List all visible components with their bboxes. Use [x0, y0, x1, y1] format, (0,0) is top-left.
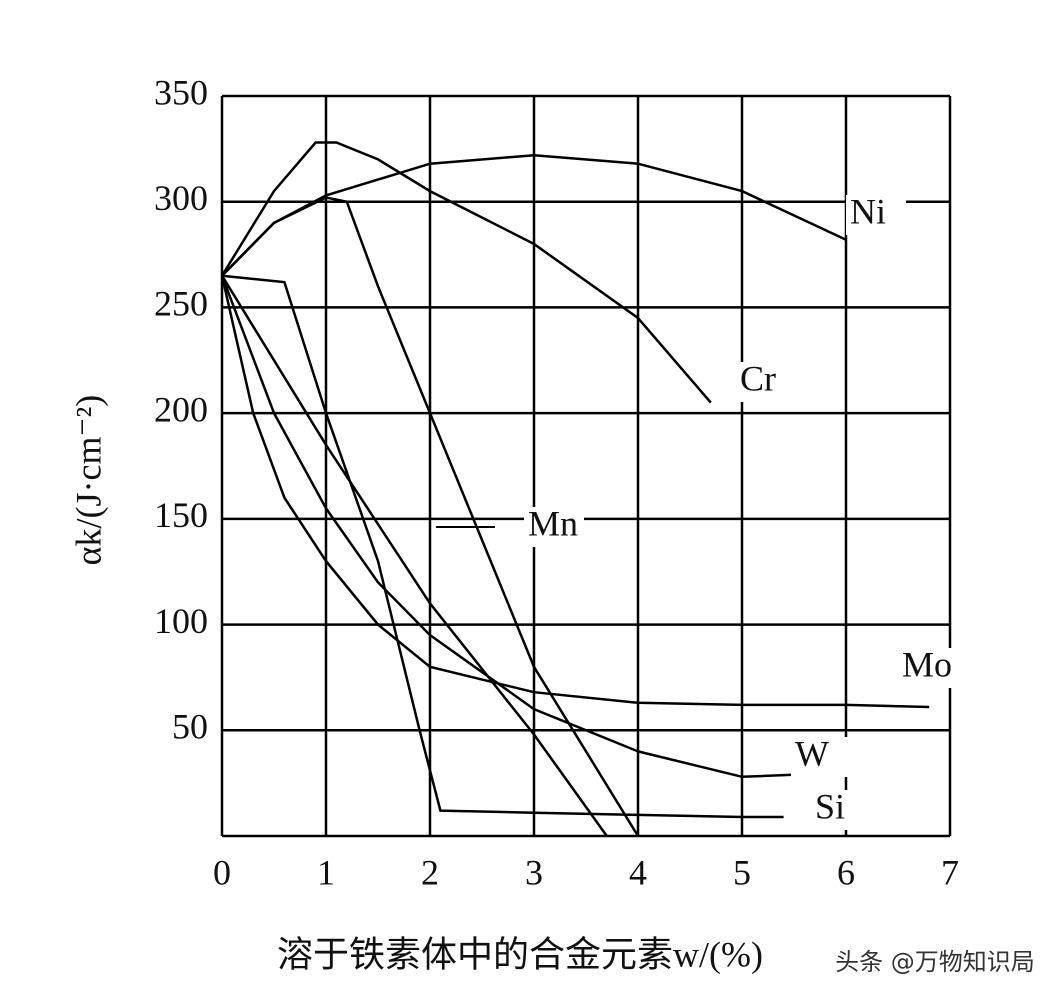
series-line — [220, 141, 712, 404]
series-label: Si — [815, 786, 845, 826]
label-bg — [898, 648, 958, 688]
x-tick-label: 2 — [421, 852, 439, 892]
series-line — [220, 275, 608, 837]
watermark: 头条 @万物知识局 — [835, 948, 1035, 976]
label-bg — [736, 362, 796, 402]
y-tick-label: 200 — [154, 389, 208, 429]
series-label: Ni — [850, 191, 886, 231]
y-tick-label: 350 — [154, 72, 208, 112]
y-tick-label: 100 — [154, 601, 208, 641]
y-tick-label: 250 — [154, 284, 208, 324]
x-tick-label: 7 — [941, 852, 959, 892]
series-line — [221, 196, 640, 837]
series-label: Mo — [902, 644, 952, 684]
x-tick-label: 4 — [629, 852, 647, 892]
x-tick-label: 0 — [213, 852, 231, 892]
series-line — [220, 275, 930, 709]
series-label: W — [795, 733, 829, 773]
label-bg — [811, 790, 871, 830]
x-tick-label: 6 — [837, 852, 855, 892]
series-label: Cr — [740, 358, 776, 398]
series-line — [221, 274, 784, 819]
x-tick-label: 1 — [317, 852, 335, 892]
y-axis-label: αk/(J·cm⁻²) — [68, 395, 108, 566]
y-tick-label: 50 — [172, 707, 208, 747]
label-bg — [524, 507, 584, 547]
series-label: Mn — [528, 503, 578, 543]
y-tick-label: 300 — [154, 178, 208, 218]
label-bg — [791, 737, 851, 777]
series-line — [220, 275, 847, 779]
y-tick-label: 150 — [154, 495, 208, 535]
x-axis-label: 溶于铁素体中的合金元素w/(%) — [277, 934, 763, 974]
x-tick-label: 3 — [525, 852, 543, 892]
x-tick-label: 5 — [733, 852, 751, 892]
label-bg — [846, 195, 906, 235]
